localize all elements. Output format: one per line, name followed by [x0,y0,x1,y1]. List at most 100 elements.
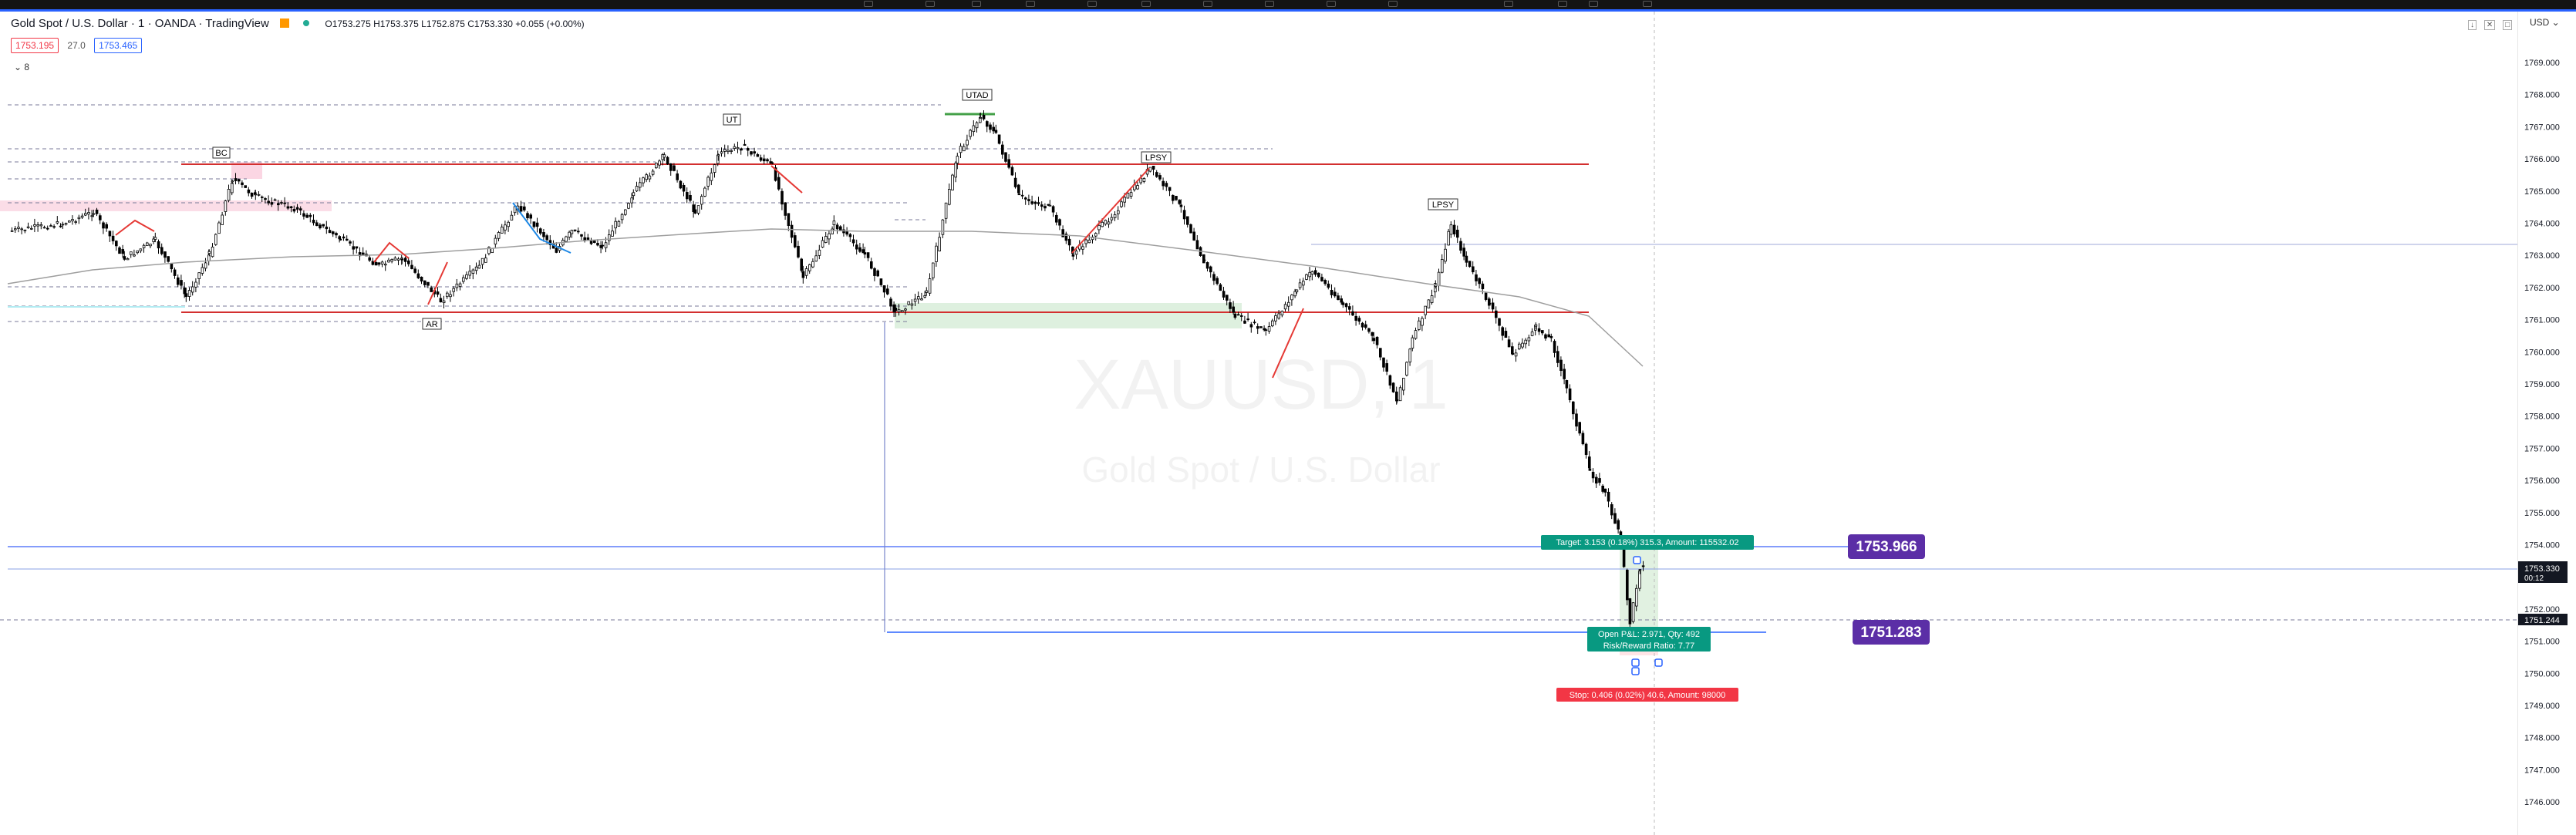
pnl-label-box[interactable] [1587,627,1711,652]
candle-body [1030,201,1034,204]
trend-line[interactable] [427,261,448,305]
candle-body [211,247,214,258]
trend-line[interactable] [1272,308,1304,379]
stop-label-box[interactable] [1556,688,1738,702]
candle-body [145,242,149,246]
price-tick: 1747.000 [2524,766,2560,775]
candle-body [879,278,883,285]
chart-canvas[interactable]: XAUUSD, 1 Gold Spot / U.S. Dollar [0,12,2517,835]
candle-body [152,238,156,242]
toolbar-icon[interactable] [864,1,873,7]
toolbar-icon[interactable] [1643,1,1652,7]
candle-body [1575,413,1578,427]
price-tick: 1767.000 [2524,123,2560,132]
toolbar-icon[interactable] [1141,1,1151,7]
symbol-legend[interactable]: Gold Spot / U.S. Dollar · 1 · OANDA · Tr… [11,17,585,30]
watermark-description: Gold Spot / U.S. Dollar [1081,449,1440,490]
candle-body [923,295,927,298]
candle-body [1444,248,1447,262]
candle-body [935,245,938,262]
trend-line[interactable] [1071,167,1150,254]
toolbar-icon[interactable] [1589,1,1598,7]
candle-body [753,151,756,154]
candle-body [1295,289,1299,293]
toolbar-icon[interactable] [1026,1,1035,7]
candle-body [740,148,743,150]
target-price-badge[interactable] [1848,534,1925,559]
toolbar-icon[interactable] [1504,1,1513,7]
candle-body [932,262,935,278]
candle-body [1267,326,1271,332]
candle-body [121,249,125,254]
candle-body [133,254,136,257]
candle-body [315,222,319,227]
candle-body [455,283,459,288]
trend-line[interactable] [770,165,803,194]
candle-body [1219,284,1222,291]
candle-body [954,163,958,178]
candle-body [1283,304,1287,310]
candle-body [1565,380,1569,389]
candle-body [1290,295,1293,301]
candle-body [907,301,911,305]
candle-body [374,262,378,266]
spread-value: 27.0 [67,40,86,51]
trend-line[interactable] [115,219,155,236]
trend-line[interactable] [373,241,410,263]
candle-body [1521,342,1524,348]
toolbar-icon[interactable] [1558,1,1567,7]
flag-icon[interactable] [280,19,290,28]
candle-body [1189,224,1192,234]
candle-body [736,146,740,150]
symbol-title[interactable]: Gold Spot / U.S. Dollar · 1 · OANDA · Tr… [11,17,269,30]
close-icon[interactable]: ✕ [2483,20,2496,30]
candle-body [689,195,692,201]
candle-body [331,231,335,234]
candle-body [207,251,211,254]
candle-body [1084,239,1088,244]
candle-body [1162,180,1165,187]
candle-body [1243,320,1246,324]
target-label-box[interactable] [1541,535,1754,550]
candle-body [1071,254,1075,257]
candle-body [221,214,224,225]
candle-body [1628,598,1632,625]
candle-body [39,224,43,227]
candle-body [46,227,49,230]
toolbar-icon[interactable] [1327,1,1336,7]
candle-body [1360,322,1364,328]
candle-body [244,185,247,188]
label-lpsy-2: LPSY [1432,200,1455,210]
candle-body [756,154,760,157]
currency-selector[interactable]: USD ⌄ [2530,17,2560,28]
candle-body [542,232,545,237]
candle-body [20,228,23,231]
candle-body [818,249,821,256]
price-axis[interactable]: 1769.000 1768.000 1767.000 1766.000 1765.000… [2517,12,2576,835]
maximize-icon[interactable]: □ [2503,20,2513,30]
candle-body [666,157,669,165]
candle-body [651,170,655,175]
candle-body [446,292,449,298]
toolbar-icon[interactable] [1388,1,1398,7]
toolbar-icon[interactable] [1087,1,1097,7]
trend-line[interactable] [512,202,572,254]
toolbar-icon[interactable] [972,1,981,7]
entry-price-badge[interactable] [1853,620,1930,645]
toolbar-icon[interactable] [926,1,935,7]
toolbar-icon[interactable] [1265,1,1274,7]
arrow-down-icon[interactable]: ↓ [2468,20,2477,30]
bid-button[interactable]: 1753.195 [11,38,59,53]
candle-body [620,214,624,221]
ask-button[interactable]: 1753.465 [94,38,143,53]
candle-body [784,202,787,216]
position-handles[interactable] [1631,556,1663,675]
candle-body [410,264,413,269]
toolbar-icon[interactable] [1203,1,1212,7]
candle-body [1233,313,1237,318]
candle-body [164,251,167,258]
candle-body [747,148,750,151]
indicators-toggle[interactable]: ⌄ 8 [14,62,30,72]
candle-body [994,130,998,133]
candle-body [1504,331,1508,338]
